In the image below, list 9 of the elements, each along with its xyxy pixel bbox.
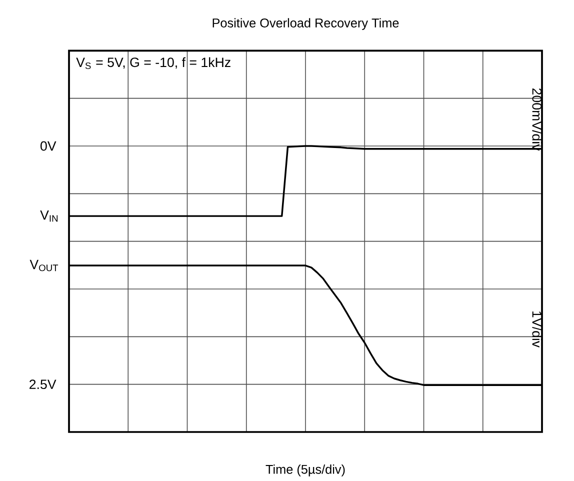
text: 2.5V [30,380,56,390]
series-label: V$_{OUT}$ [30,260,58,272]
series-label: V$_{IN}$ [40,210,58,222]
chart-title: Positive Overload Recovery Time [212,18,399,30]
annotation: 1V/div [532,312,542,348]
text: V$_{S}$ = 5V, G = -10, f = 1kHz [76,57,230,70]
annotation: 200mV/div [532,88,542,151]
text: 0V [40,141,56,151]
x-axis-title: Time (5µs/div) [266,464,345,476]
